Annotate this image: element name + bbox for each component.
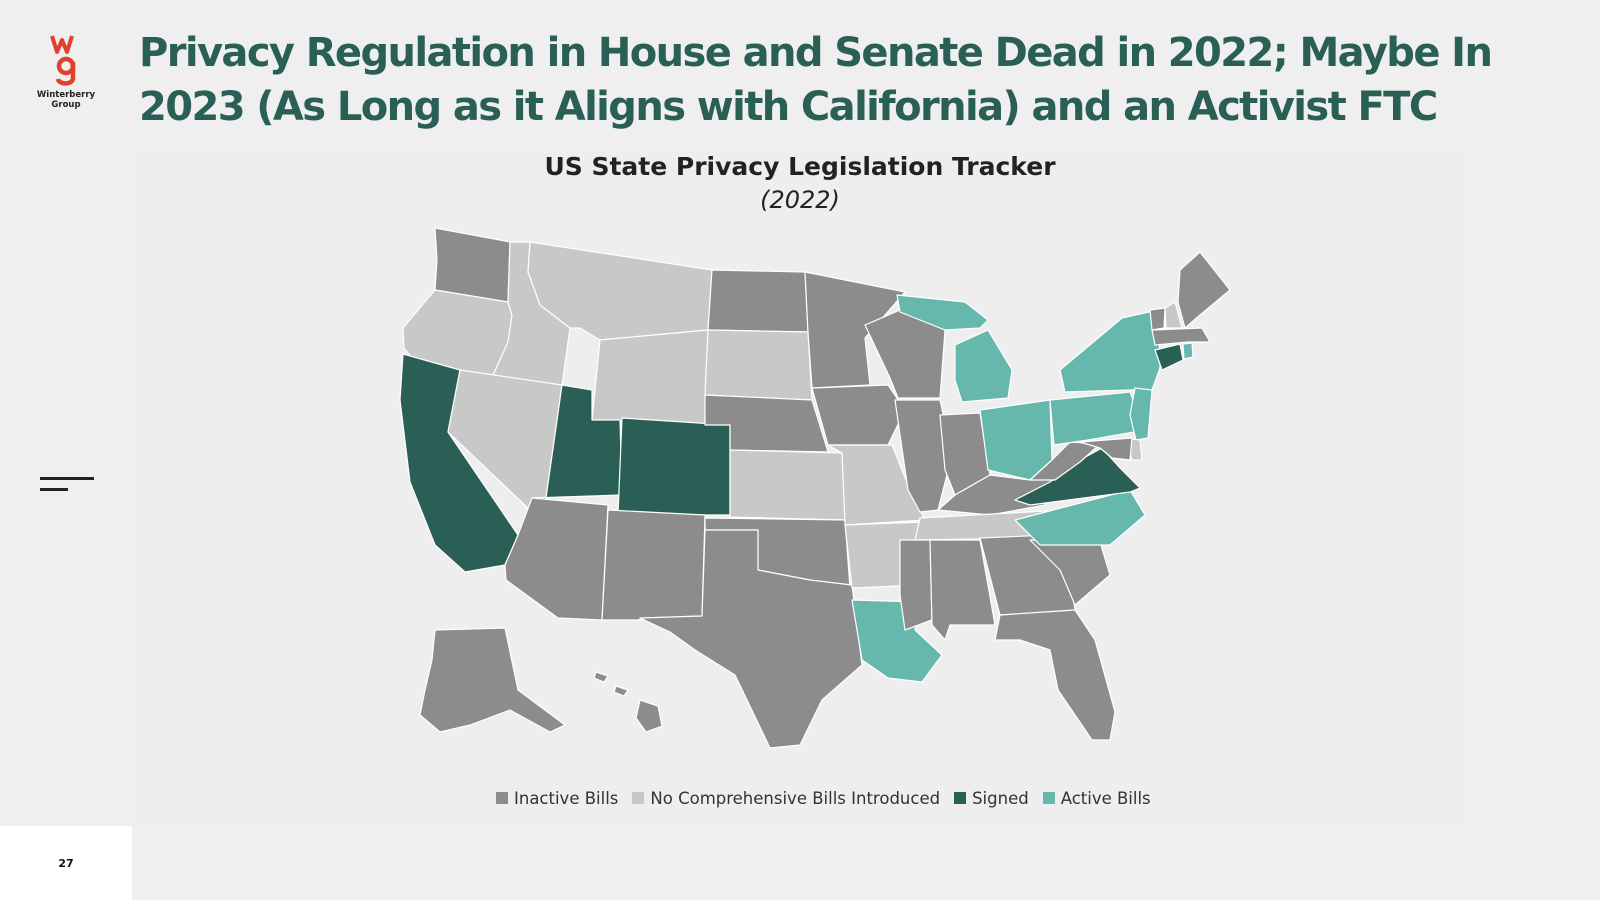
state-hi <box>613 685 629 697</box>
legend-item-no-bills: No Comprehensive Bills Introduced <box>632 789 940 808</box>
state-nj <box>1129 387 1153 441</box>
state-nm <box>601 509 706 621</box>
state-ms <box>899 539 933 631</box>
state-wy <box>591 329 709 426</box>
state-ak <box>419 627 566 733</box>
slide-title: Privacy Regulation in House and Senate D… <box>139 30 1493 130</box>
state-ny <box>1059 309 1161 393</box>
state-hi <box>593 671 609 683</box>
state-nh <box>1164 301 1183 329</box>
state-oh <box>979 399 1053 481</box>
state-az <box>504 497 609 621</box>
page-number-box <box>0 826 132 900</box>
map-legend: Inactive Bills No Comprehensive Bills In… <box>490 781 1157 815</box>
state-sd <box>704 329 813 401</box>
state-ri <box>1182 342 1194 360</box>
state-wa <box>434 227 511 303</box>
winterberry-logo: Winterberry Group <box>34 32 98 110</box>
map-title: US State Privacy Legislation Tracker <box>544 152 1056 181</box>
state-ia <box>811 384 906 446</box>
state-ct <box>1154 343 1184 371</box>
legend-label-no-bills: No Comprehensive Bills Introduced <box>650 788 941 808</box>
state-pa <box>1049 391 1146 446</box>
state-tx <box>639 529 863 749</box>
legend-swatch-active <box>1042 792 1055 804</box>
state-mi <box>896 294 989 331</box>
state-vt <box>1149 307 1166 331</box>
logo-text-line1: Winterberry <box>36 90 96 100</box>
decorative-lines <box>40 477 94 499</box>
legend-label-active: Active Bills <box>1060 788 1151 808</box>
legend-item-signed: Signed <box>954 789 1029 808</box>
legend-swatch-signed <box>954 792 967 804</box>
state-mn <box>804 271 906 389</box>
map-subtitle: (2022) <box>760 186 840 214</box>
legend-swatch-no-bills <box>632 792 645 804</box>
legend-label-signed: Signed <box>972 788 1029 808</box>
state-fl <box>994 609 1116 741</box>
logo-text-line2: Group <box>51 100 81 110</box>
legend-label-inactive: Inactive Bills <box>514 788 619 808</box>
state-co <box>617 417 731 516</box>
state-md <box>1079 437 1133 461</box>
page-number: 27 <box>58 857 74 870</box>
state-me <box>1177 251 1231 329</box>
legend-item-active: Active Bills <box>1042 788 1151 808</box>
state-ks <box>729 449 846 521</box>
state-hi <box>635 699 663 733</box>
legend-swatch-inactive <box>496 792 508 804</box>
wg-logo-icon <box>50 35 76 86</box>
legend-item-inactive: Inactive Bills <box>496 789 618 808</box>
state-ma <box>1151 327 1211 346</box>
state-nd <box>707 269 809 333</box>
state-mi <box>954 329 1013 403</box>
us-state-map <box>399 227 1231 749</box>
